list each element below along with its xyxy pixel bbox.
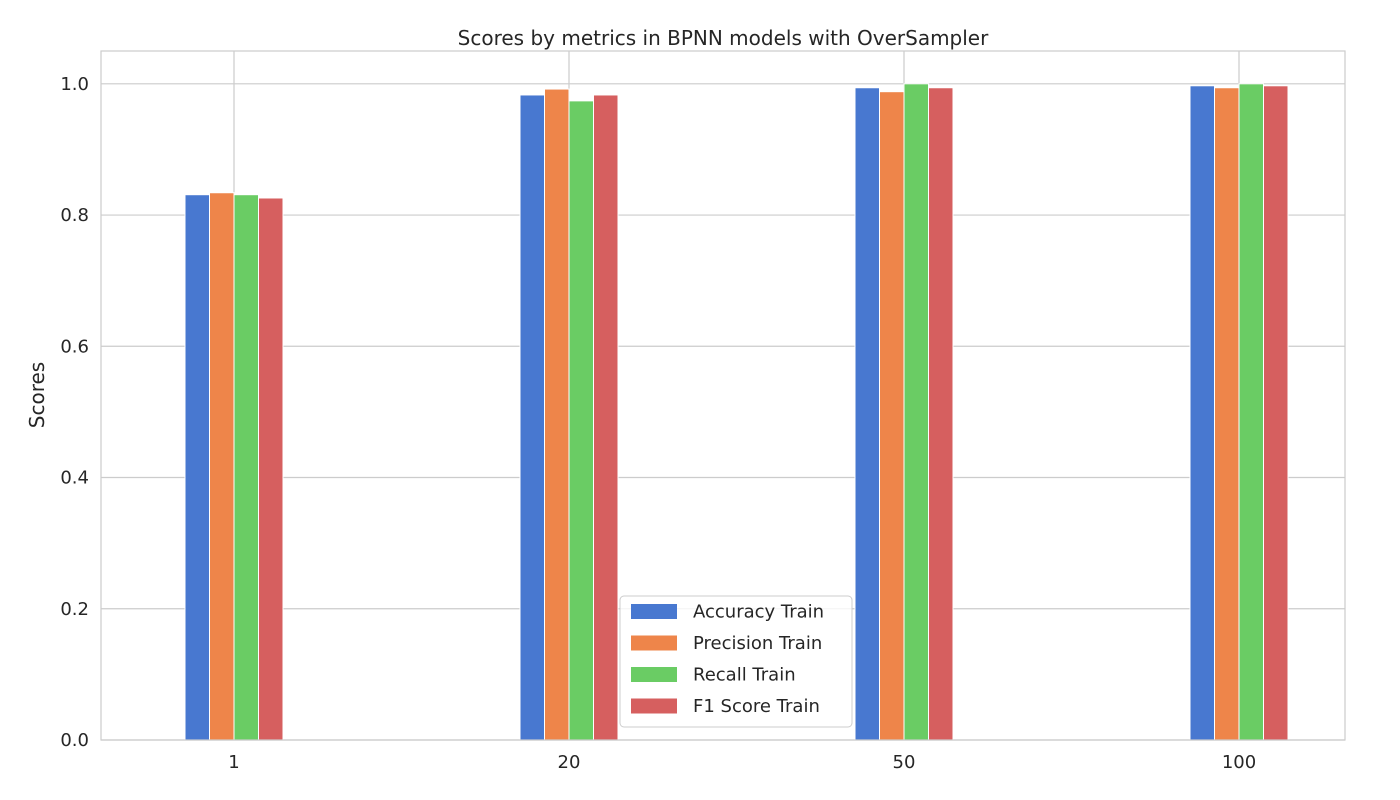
legend-label: Recall Train (693, 665, 796, 686)
bar-recall-train-20 (568, 100, 594, 741)
legend: Accuracy Train Precision Train Recall Trai… (619, 595, 853, 728)
legend-swatch (631, 667, 677, 682)
y-axis-label: Scores (25, 362, 49, 428)
y-tick-labels: 0.0 0.2 0.4 0.6 0.8 1.0 (60, 74, 89, 751)
y-tick-label: 0.8 (60, 205, 89, 226)
y-tick-label: 0.0 (60, 730, 89, 751)
y-tick-label: 0.4 (60, 468, 89, 489)
legend-label: Accuracy Train (693, 602, 824, 623)
bar-precision-train-100 (1214, 87, 1240, 741)
bar-accuracy-train-50 (854, 87, 880, 741)
bar-accuracy-train-20 (519, 94, 545, 741)
legend-swatch (631, 635, 677, 651)
bar-f1-score-train-20 (593, 94, 619, 741)
bars (184, 83, 1289, 741)
bar-precision-train-1 (209, 192, 235, 741)
bar-f1-score-train-50 (928, 87, 954, 741)
legend-label: F1 Score Train (693, 696, 820, 717)
bar-recall-train-100 (1238, 83, 1264, 741)
bar-f1-score-train-1 (258, 197, 284, 741)
bar-precision-train-20 (544, 88, 570, 741)
bar-precision-train-50 (879, 91, 905, 741)
bar-recall-train-1 (233, 194, 259, 741)
chart-title: Scores by metrics in BPNN models with Ov… (458, 26, 989, 50)
y-tick-label: 1.0 (60, 74, 89, 95)
legend-swatch (631, 698, 677, 714)
x-tick-labels: 1 20 50 100 (228, 752, 1256, 773)
bar-f1-score-train-100 (1263, 85, 1289, 741)
y-tick-label: 0.2 (60, 599, 89, 620)
y-tick-label: 0.6 (60, 336, 89, 357)
legend-label: Precision Train (693, 633, 822, 654)
bar-accuracy-train-1 (184, 194, 210, 741)
legend-swatch (631, 604, 677, 619)
x-tick-label: 20 (558, 752, 581, 773)
bar-accuracy-train-100 (1189, 85, 1215, 741)
x-tick-label: 1 (228, 752, 239, 773)
x-tick-label: 50 (893, 752, 916, 773)
x-tick-label: 100 (1222, 752, 1256, 773)
plot-frame (100, 50, 1346, 741)
legend-frame (619, 595, 853, 728)
bar-recall-train-50 (903, 83, 929, 741)
